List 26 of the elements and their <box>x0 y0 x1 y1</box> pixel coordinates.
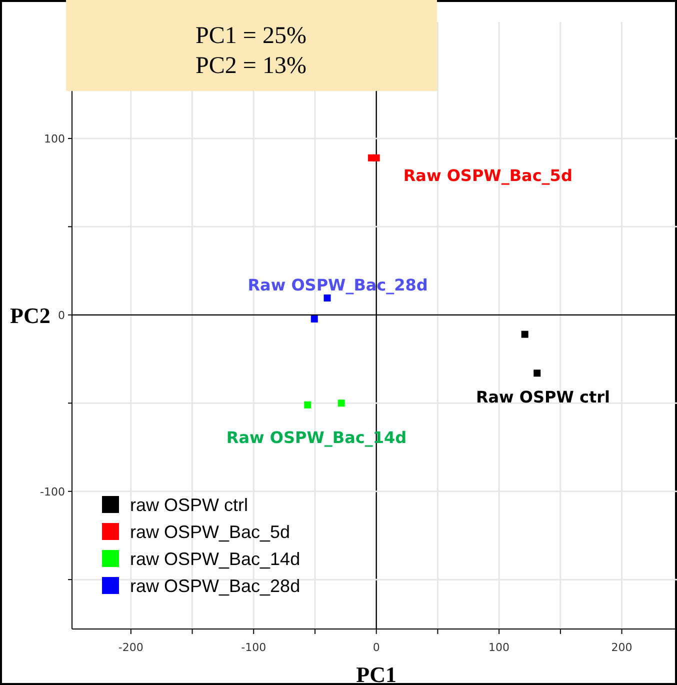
x-tick-label: -200 <box>118 641 144 654</box>
legend-label: raw OSPW_Bac_28d <box>130 576 300 596</box>
x-tick-label: 0 <box>372 641 380 654</box>
point <box>521 330 528 338</box>
y-tick-label: 0 <box>58 308 65 322</box>
x-tick-label: 100 <box>488 641 510 654</box>
x-axis-title: PC1 <box>356 662 397 685</box>
legend-label: raw OSPW_Bac_14d <box>130 549 300 569</box>
legend-label: raw OSPW ctrl <box>130 495 248 515</box>
annotation: PC2 = 13% <box>196 53 306 79</box>
y-axis-title: PC2 <box>10 302 50 328</box>
point <box>310 315 318 322</box>
point <box>324 294 331 302</box>
x-tick-label: -100 <box>241 641 266 654</box>
point <box>304 401 312 408</box>
note-box: PC1 = 25% PC2 = 13% <box>66 0 437 91</box>
annotation: Raw OSPW ctrl <box>476 388 610 407</box>
point <box>534 370 541 377</box>
annotation: Raw OSPW_Bac_5d <box>403 166 572 185</box>
point <box>372 154 380 162</box>
legend-label: raw OSPW_Bac_5d <box>130 522 290 542</box>
x-tick-label: 200 <box>611 641 632 654</box>
y-tick-label: 100 <box>44 132 65 146</box>
point <box>338 400 345 407</box>
y-tick-label: -100 <box>40 485 65 498</box>
annotation: PC1 = 25% <box>196 23 306 49</box>
